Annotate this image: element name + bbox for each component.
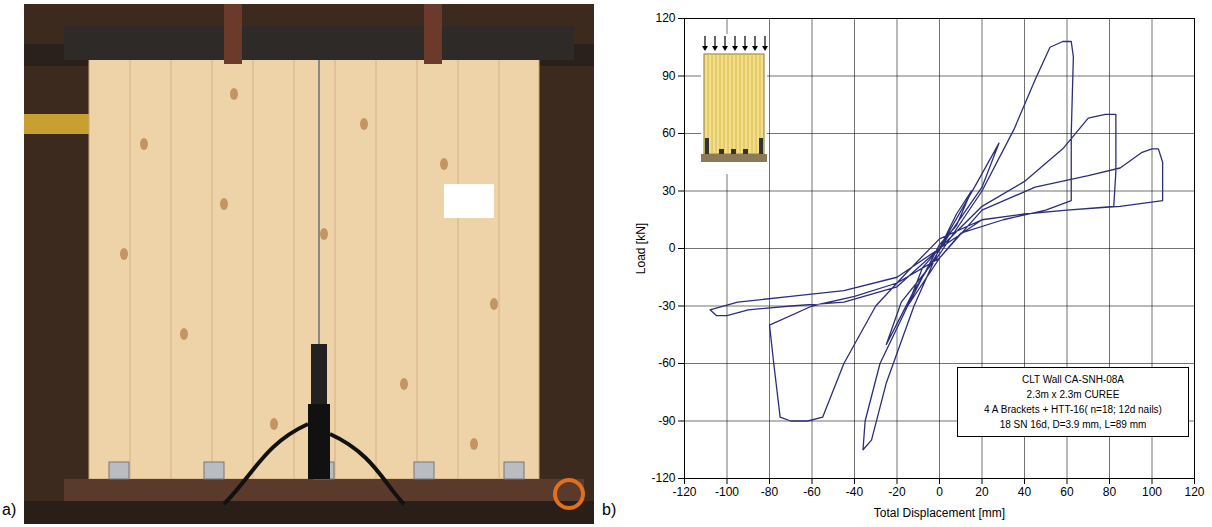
svg-text:-120: -120 <box>651 471 675 485</box>
svg-text:90: 90 <box>662 69 676 83</box>
svg-text:-120: -120 <box>672 485 696 499</box>
svg-text:120: 120 <box>655 11 675 25</box>
svg-text:Total Displacement [mm]: Total Displacement [mm] <box>874 506 1005 520</box>
svg-text:Load [kN]: Load [kN] <box>634 223 648 274</box>
svg-text:40: 40 <box>1018 485 1032 499</box>
svg-text:-40: -40 <box>846 485 864 499</box>
html-text:4 A Brackets + HTT-16( n=18; 1: 4 A Brackets + HTT-16( n=18; 12d nails) <box>984 404 1162 415</box>
html-text:CLT Wall CA-SNH-08A: CLT Wall CA-SNH-08A <box>1022 374 1124 385</box>
svg-text:-90: -90 <box>658 414 676 428</box>
svg-text:80: 80 <box>1103 485 1117 499</box>
svg-text:0: 0 <box>669 241 676 255</box>
svg-text:20: 20 <box>975 485 989 499</box>
svg-text:100: 100 <box>1142 485 1162 499</box>
svg-text:120: 120 <box>1184 485 1204 499</box>
svg-text:60: 60 <box>662 126 676 140</box>
html-text:18 SN 16d, D=3.9 mm, L=89 mm: 18 SN 16d, D=3.9 mm, L=89 mm <box>999 419 1147 430</box>
html-text:a): a) <box>2 501 17 518</box>
svg-text:-60: -60 <box>658 356 676 370</box>
svg-text:-30: -30 <box>658 299 676 313</box>
html-text:2.3m x 2.3m CUREE: 2.3m x 2.3m CUREE <box>1026 389 1120 400</box>
svg-text:0: 0 <box>936 485 943 499</box>
svg-text:60: 60 <box>1060 485 1074 499</box>
svg-text:-60: -60 <box>803 485 821 499</box>
svg-text:-100: -100 <box>715 485 739 499</box>
svg-text:-80: -80 <box>761 485 779 499</box>
svg-text:30: 30 <box>662 184 676 198</box>
html-text:b): b) <box>602 501 617 518</box>
svg-text:-20: -20 <box>888 485 906 499</box>
